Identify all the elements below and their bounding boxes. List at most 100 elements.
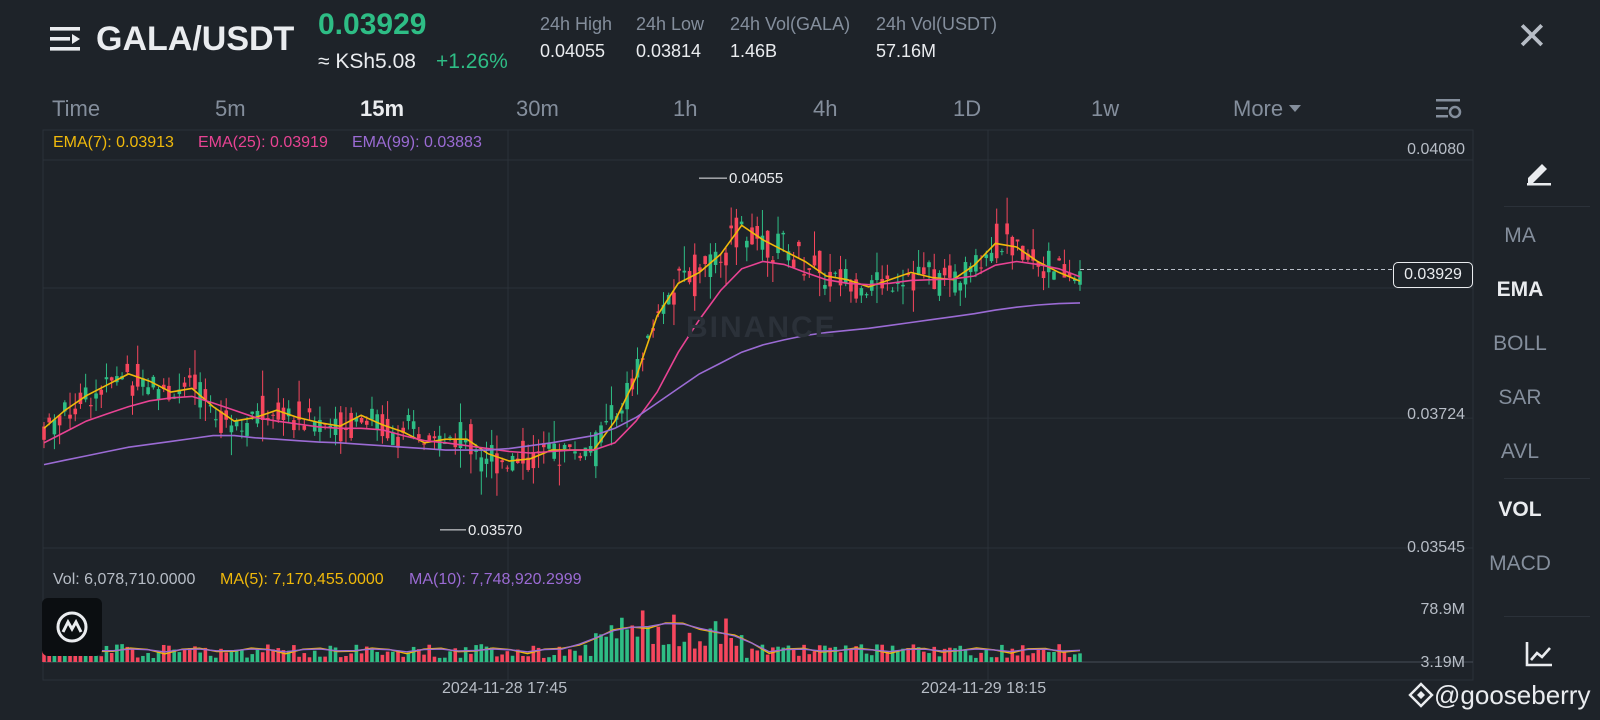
volume-tick-bottom: 3.19M <box>1420 654 1465 671</box>
volume-bar <box>994 657 999 662</box>
tab-1h[interactable]: 1h <box>673 96 698 121</box>
volume-bar <box>1015 655 1020 662</box>
volume-bar <box>859 644 864 662</box>
app-logo[interactable] <box>42 598 102 656</box>
volume-bar <box>458 657 463 662</box>
candle-body <box>500 460 504 463</box>
volume-ma5-label: MA(5): 7,170,455.0000 <box>220 571 384 588</box>
indicator-chart-icon[interactable] <box>1524 640 1554 668</box>
pair-title[interactable]: GALA/USDT <box>96 20 295 58</box>
candle-body <box>78 392 83 405</box>
last-price-tag: 0.03929 <box>1393 262 1473 288</box>
candle-body <box>266 418 270 420</box>
stat-value-24h-vol-gala: 1.46B <box>730 41 778 61</box>
indicator-ma[interactable]: MA <box>1504 224 1536 247</box>
volume-bar <box>739 635 744 662</box>
candle-body <box>776 233 780 254</box>
volume-bar <box>505 651 510 662</box>
volume-bar <box>151 657 156 662</box>
credit-text: @gooseberry <box>1434 680 1591 710</box>
fiat-price: ≈ KSh5.08 <box>318 50 416 73</box>
tab-15m[interactable]: 15m <box>360 96 405 121</box>
candle-body <box>354 417 359 422</box>
volume-bar <box>901 648 905 662</box>
candle-body <box>958 282 963 291</box>
volume-bar <box>115 644 119 662</box>
volume-bar <box>130 648 135 662</box>
indicator-boll[interactable]: BOLL <box>1493 332 1547 355</box>
candle-body <box>417 434 421 439</box>
volume-bar <box>646 626 650 662</box>
close-icon[interactable]: ✕ <box>1516 16 1548 58</box>
candle-body <box>750 227 754 245</box>
volume-bar <box>609 625 614 662</box>
volume-bar <box>708 628 713 662</box>
candle-body <box>838 269 843 286</box>
volume-bar <box>260 652 265 662</box>
candle-body <box>672 292 676 305</box>
candle-body <box>583 447 588 457</box>
candle-body <box>968 266 973 273</box>
candle-body <box>213 419 218 421</box>
candle-body <box>797 241 801 247</box>
stat-label-24h-vol-usdt: 24h Vol(USDT) <box>876 14 998 34</box>
menu-icon[interactable] <box>50 26 82 52</box>
candlestick-chart[interactable]: 0.04055 0.03570 <box>0 128 1474 708</box>
tab-more[interactable]: More <box>1233 96 1302 122</box>
candle-body <box>677 268 681 271</box>
tab-time[interactable]: Time <box>52 96 101 121</box>
tab-30m[interactable]: 30m <box>516 96 559 121</box>
volume-bar <box>922 651 926 662</box>
candle-body <box>666 294 671 305</box>
price-change: +1.26% <box>436 50 508 73</box>
candle-body <box>724 252 728 266</box>
volume-bar <box>562 655 567 662</box>
candle-body <box>47 417 52 423</box>
volume-bar <box>364 646 369 662</box>
indicator-sar[interactable]: SAR <box>1498 386 1542 409</box>
volume-bar <box>177 652 182 662</box>
tab-5m[interactable]: 5m <box>215 96 246 121</box>
volume-bar <box>786 645 791 662</box>
indicator-ema[interactable]: EMA <box>1496 278 1544 301</box>
volume-bar <box>349 653 353 662</box>
candle-body <box>125 363 130 373</box>
candle-body <box>99 389 104 395</box>
stat-value-24h-low: 0.03814 <box>636 41 702 61</box>
volume-ma-lines <box>43 622 1081 655</box>
volume-bar <box>620 617 624 662</box>
candle-body <box>1057 258 1061 261</box>
volume-bar <box>437 657 442 662</box>
volume-bar <box>500 654 504 662</box>
volume-bar <box>375 651 379 662</box>
candle-body <box>708 254 713 277</box>
candle-body <box>823 284 827 289</box>
volume-bar <box>651 643 655 662</box>
volume-bar <box>729 638 733 662</box>
tab-1w[interactable]: 1w <box>1091 96 1120 121</box>
tab-4h[interactable]: 4h <box>813 96 838 121</box>
indicator-macd[interactable]: MACD <box>1489 552 1551 575</box>
chart-settings-icon[interactable] <box>1436 97 1462 121</box>
time-tick-1: 2024-11-28 17:45 <box>442 680 568 697</box>
indicator-avl[interactable]: AVL <box>1500 440 1540 463</box>
volume-bar <box>224 652 229 662</box>
volume-bar <box>536 647 541 662</box>
candle-body <box>791 259 796 268</box>
volume-bar <box>432 656 437 662</box>
candle-body <box>318 419 322 432</box>
candle-body <box>771 260 775 264</box>
volume-bar <box>583 644 588 662</box>
candle-body <box>859 288 864 296</box>
volume-bar <box>776 646 780 662</box>
candle-body <box>922 267 926 275</box>
tab-1d[interactable]: 1D <box>953 96 982 121</box>
candle-body <box>656 311 661 314</box>
candle-body <box>812 255 817 266</box>
volume-bar <box>911 644 916 662</box>
indicator-vol[interactable]: VOL <box>1498 498 1542 521</box>
volume-bar <box>557 646 562 662</box>
candle-body <box>1005 223 1009 235</box>
volume-bar <box>1078 653 1082 662</box>
draw-tool-icon[interactable] <box>1524 156 1554 186</box>
